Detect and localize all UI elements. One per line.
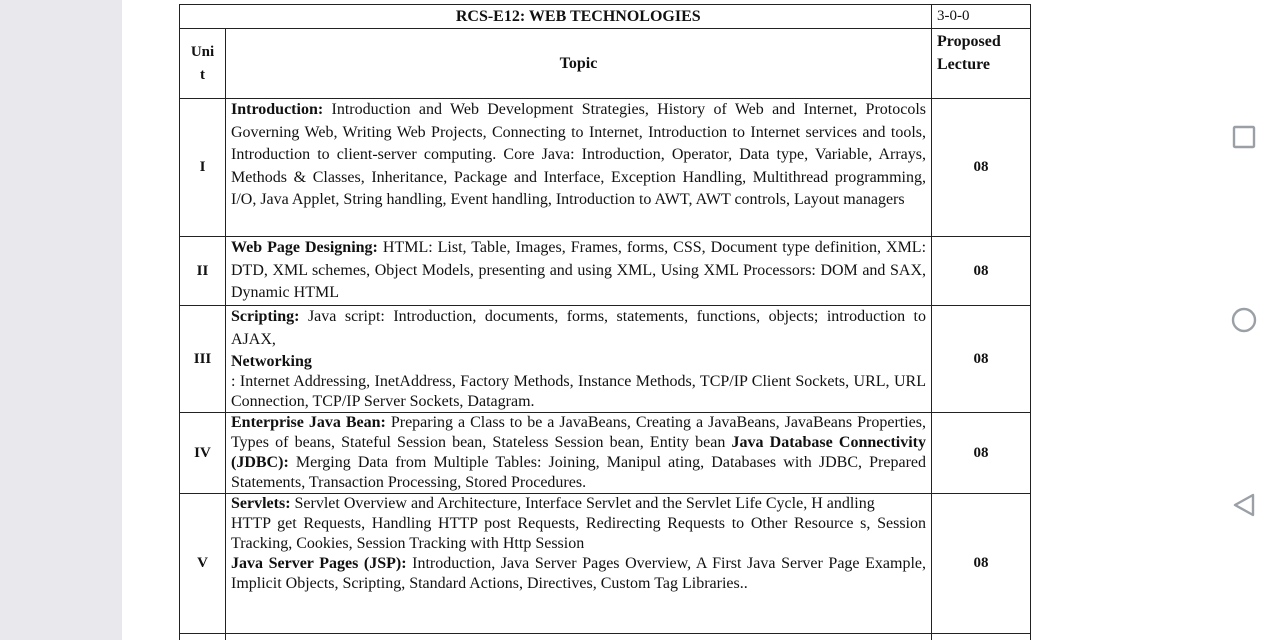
topic-heading: Networking [231,353,312,370]
unit-header: Uni t [179,28,226,99]
unit-number: I [179,98,226,237]
unit-row: III Scripting: Java script: Introduction… [179,305,1031,413]
document-page: RCS-E12: WEB TECHNOLOGIES 3-0-0 Uni t To… [122,0,1085,640]
unit-number: III [179,305,226,413]
topic-text: HTML: List, Table, Images, Frames, forms… [231,239,927,301]
topic-text: Merging Data from Multiple Tables: Joini… [231,454,926,491]
topic-heading: Servlets: [231,495,291,512]
unit-number: II [179,236,226,306]
topic-cell: Enterprise Java Bean: Preparing a Class … [225,412,932,494]
unit-number: IV [179,412,226,494]
next-row-partial [179,633,1031,640]
navigation-bar [1207,0,1280,640]
syllabus-table: RCS-E12: WEB TECHNOLOGIES 3-0-0 Uni t To… [179,4,1031,640]
unit-row: I Introduction: Introduction and Web Dev… [179,98,1031,237]
topic-text: Java script: Introduction, documents, fo… [231,308,926,348]
triangle-back-icon [1233,493,1255,517]
lecture-count: 08 [931,412,1031,494]
topic-text: Introduction, Java Server Pages Overview… [231,555,926,592]
topic-heading: Java Database Connectivity (JDBC): [231,434,926,471]
unit-number: V [179,493,226,634]
topic-text: Introduction and Web Development Strateg… [231,101,926,208]
header-row: Uni t Topic Proposed Lecture [179,28,1031,99]
topic-heading: Enterprise Java Bean: [231,414,386,431]
lecture-count: 08 [931,98,1031,237]
back-button[interactable] [1227,488,1261,522]
credits: 3-0-0 [931,4,1031,29]
circle-icon [1231,307,1257,333]
unit-row: IV Enterprise Java Bean: Preparing a Cla… [179,412,1031,494]
lecture-header: Proposed Lecture [931,28,1031,99]
unit-row: II Web Page Designing: HTML: List, Table… [179,236,1031,306]
topic-cell: Servlets: Servlet Overview and Architect… [225,493,932,634]
topic-text: Preparing a Class to be a JavaBeans, Cre… [231,414,927,451]
topic-text: : Internet Addressing, InetAddress, Fact… [231,373,926,410]
topic-cell: Introduction: Introduction and Web Devel… [225,98,932,237]
lecture-count: 08 [931,305,1031,413]
topic-header: Topic [225,28,932,99]
unit-row: V Servlets: Servlet Overview and Archite… [179,493,1031,634]
topic-cell: Scripting: Java script: Introduction, do… [225,305,932,413]
right-gutter [1085,0,1207,640]
topic-text: Servlet Overview and Architecture, Inter… [290,495,875,512]
topic-heading: Introduction: [231,101,324,118]
recents-button[interactable] [1227,120,1261,154]
topic-cell: Web Page Designing: HTML: List, Table, I… [225,236,932,306]
square-icon [1232,125,1256,149]
topic-text: HTTP get Requests, Handling HTTP post Re… [231,515,926,552]
topic-heading: Scripting: [231,308,300,325]
topic-heading: Java Server Pages (JSP): [231,555,407,572]
home-button[interactable] [1227,303,1261,337]
topic-heading: Web Page Designing: [231,239,378,256]
title-row: RCS-E12: WEB TECHNOLOGIES 3-0-0 [179,4,1031,29]
course-title: RCS-E12: WEB TECHNOLOGIES [225,4,932,29]
lecture-count: 08 [931,493,1031,634]
lecture-count: 08 [931,236,1031,306]
